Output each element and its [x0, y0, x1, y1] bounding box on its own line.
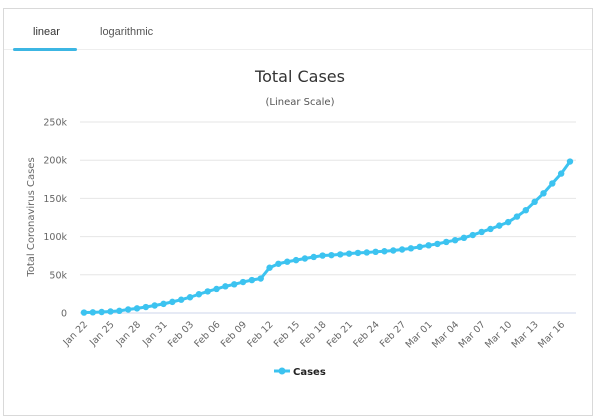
y-axis-ticks: 0 50k 100k 150k 200k 250k — [43, 118, 67, 320]
legend[interactable]: Cases — [274, 367, 326, 378]
x-tick-label: Feb 03 — [166, 319, 196, 349]
data-point — [363, 249, 370, 256]
data-point — [116, 307, 123, 315]
data-point — [478, 228, 485, 236]
data-point — [151, 302, 158, 309]
data-point — [89, 309, 97, 316]
data-point — [381, 248, 388, 255]
chart-panel: linear logarithmic — [3, 8, 593, 416]
y-axis-label: Total Coronavirus Cases — [26, 157, 37, 277]
data-point — [98, 308, 105, 316]
data-point — [531, 198, 538, 206]
x-tick-label: Jan 22 — [61, 319, 91, 349]
x-tick-label: Mar 01 — [404, 319, 435, 350]
y-tick-label: 250k — [43, 118, 67, 129]
y-tick-label: 0 — [61, 309, 67, 320]
data-point — [107, 308, 114, 315]
x-tick-label: Mar 07 — [457, 319, 488, 350]
data-point — [319, 252, 326, 259]
data-point — [257, 275, 264, 282]
data-point — [460, 234, 468, 242]
data-point — [248, 276, 256, 284]
data-point — [443, 238, 450, 246]
x-tick-label: Mar 16 — [536, 319, 567, 350]
data-point — [231, 281, 238, 288]
data-point — [434, 240, 441, 248]
x-tick-label: Feb 12 — [245, 319, 275, 349]
legend-label-cases[interactable]: Cases — [293, 367, 326, 378]
data-point — [213, 285, 220, 293]
data-point — [186, 294, 194, 301]
data-point — [354, 249, 362, 257]
x-tick-label: Feb 24 — [351, 319, 381, 349]
data-point — [398, 246, 406, 253]
data-point — [204, 288, 211, 295]
series-cases — [80, 158, 574, 316]
x-tick-label: Feb 18 — [298, 319, 328, 349]
chart-subtitle: (Linear Scale) — [266, 97, 335, 108]
data-point — [469, 231, 476, 239]
data-point — [80, 309, 88, 316]
tab-logarithmic[interactable]: logarithmic — [100, 26, 154, 38]
x-tick-label: Feb 15 — [272, 319, 302, 349]
data-point — [275, 260, 282, 267]
data-point — [372, 248, 379, 256]
data-point — [513, 213, 521, 220]
data-point — [557, 170, 565, 177]
data-point — [416, 243, 423, 251]
x-tick-label: Feb 09 — [219, 319, 249, 349]
x-tick-label: Jan 31 — [140, 319, 170, 349]
data-point — [522, 206, 530, 214]
data-point — [425, 242, 432, 249]
grid-lines — [80, 121, 576, 314]
data-point — [504, 218, 512, 226]
data-point — [284, 258, 291, 265]
data-point — [169, 298, 176, 306]
data-point — [345, 250, 353, 257]
data-point — [451, 236, 459, 244]
data-point — [566, 158, 574, 165]
data-point — [160, 300, 167, 308]
data-point — [487, 225, 494, 233]
tab-linear[interactable]: linear — [33, 26, 60, 38]
data-point — [195, 291, 203, 298]
x-tick-label: Jan 28 — [114, 319, 144, 349]
y-tick-label: 50k — [49, 270, 67, 281]
x-tick-label: Feb 06 — [192, 319, 222, 349]
data-point — [178, 296, 185, 303]
x-tick-label: Feb 27 — [378, 319, 408, 349]
data-point — [310, 253, 317, 261]
data-point — [337, 251, 344, 258]
data-point — [496, 222, 503, 229]
y-tick-label: 150k — [43, 194, 67, 205]
data-point — [266, 264, 273, 271]
data-point — [301, 255, 309, 262]
x-tick-label: Jan 25 — [87, 319, 117, 349]
data-point — [390, 247, 397, 254]
data-point — [407, 245, 415, 252]
active-tab-indicator — [13, 48, 77, 51]
x-tick-label: Feb 21 — [325, 319, 355, 349]
y-tick-label: 100k — [43, 232, 67, 243]
x-tick-label: Mar 10 — [483, 319, 514, 350]
data-point — [549, 180, 556, 187]
data-point — [292, 256, 300, 264]
data-point — [222, 283, 229, 290]
y-tick-label: 200k — [43, 156, 67, 167]
x-tick-label: Mar 04 — [430, 319, 461, 350]
data-point — [124, 306, 132, 313]
data-point — [239, 278, 247, 286]
x-tick-label: Mar 13 — [510, 319, 541, 350]
data-point — [540, 190, 547, 197]
chart-title: Total Cases — [254, 67, 345, 86]
data-point — [328, 251, 335, 259]
scale-tabs: linear logarithmic — [4, 9, 592, 51]
data-point — [133, 305, 141, 312]
data-point — [142, 303, 150, 311]
legend-marker — [278, 367, 286, 375]
